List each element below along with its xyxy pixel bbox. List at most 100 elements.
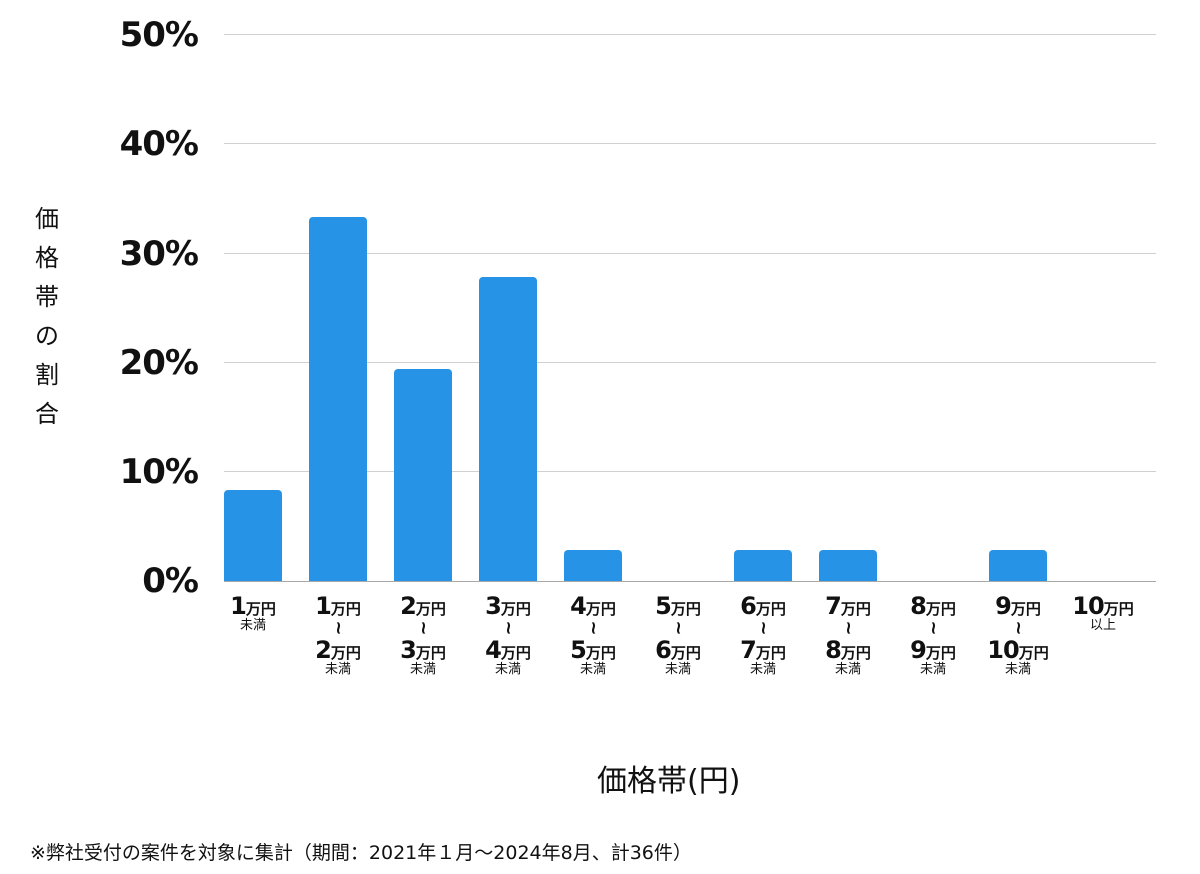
x-category-from: 9万円 <box>978 594 1058 618</box>
x-category-to: 2万円 <box>298 638 378 662</box>
x-category-unit: 万円 <box>840 644 871 662</box>
x-category-unit: 万円 <box>755 600 786 618</box>
x-category-suffix: 未満 <box>834 662 861 677</box>
y-tick-0: 0% <box>142 561 199 601</box>
x-category-unit: 万円 <box>585 644 616 662</box>
x-category-from: 2万円 <box>383 594 463 618</box>
x-category-from: 3万円 <box>468 594 548 618</box>
x-category-number: 2 <box>400 592 417 620</box>
x-category-number: 1 <box>230 592 247 620</box>
x-category-from: 8万円 <box>893 594 973 618</box>
y-axis-label-char: 合 <box>35 400 59 428</box>
x-category-label: 2万円 ~3万円 未満 <box>383 594 463 676</box>
x-category-label: 9万円 ~10万円 未満 <box>978 594 1058 676</box>
x-category-number: 3 <box>485 592 502 620</box>
range-tilde-icon: ~ <box>413 620 434 636</box>
x-category-number: 1 <box>315 592 332 620</box>
x-category-label: 1万円 ~2万円 未満 <box>298 594 378 676</box>
x-category-label: 4万円 ~5万円 未満 <box>553 594 633 676</box>
x-category-to: 6万円 <box>638 638 718 662</box>
x-axis-label: 価格帯(円) <box>597 764 741 799</box>
x-category-label: 6万円 ~7万円 未満 <box>723 594 803 676</box>
gridline-50 <box>224 34 1156 35</box>
x-category-suffix: 未満 <box>239 618 266 633</box>
bar <box>394 368 452 581</box>
x-category-unit: 万円 <box>670 600 701 618</box>
x-category-unit: 万円 <box>840 600 871 618</box>
x-category-label: 7万円 ~8万円 未満 <box>808 594 888 676</box>
range-tilde-icon: ~ <box>498 620 519 636</box>
y-axis-label-char: 格 <box>35 244 59 272</box>
x-category-unit: 万円 <box>330 644 361 662</box>
gridline-30 <box>224 253 1156 254</box>
x-category-unit: 万円 <box>1010 600 1041 618</box>
x-category-unit: 万円 <box>1103 600 1134 618</box>
x-category-suffix: 以上 <box>1089 618 1116 633</box>
x-category-unit: 万円 <box>415 644 446 662</box>
range-tilde-icon: ~ <box>923 620 944 636</box>
y-axis-label-char: の <box>35 322 59 350</box>
x-category-to: 3万円 <box>383 638 463 662</box>
x-category-unit: 万円 <box>925 644 956 662</box>
range-tilde-icon: ~ <box>328 620 349 636</box>
x-category-suffix: 未満 <box>919 662 946 677</box>
x-category-number: 6 <box>740 592 757 620</box>
range-tilde-icon: ~ <box>668 620 689 636</box>
range-tilde-icon: ~ <box>583 620 604 636</box>
x-category-unit: 万円 <box>330 600 361 618</box>
y-tick-30: 30% <box>119 234 199 274</box>
x-category-unit: 万円 <box>670 644 701 662</box>
gridline-10 <box>224 471 1156 472</box>
x-category-number: 6 <box>655 636 672 664</box>
y-axis-label-char: 価 <box>35 205 59 233</box>
x-category-suffix: 未満 <box>579 662 606 677</box>
y-axis-label: 価 格 帯 の 割 合 <box>30 200 64 434</box>
x-category-from: 7万円 <box>808 594 888 618</box>
y-tick-20: 20% <box>119 343 199 383</box>
gridline-40 <box>224 143 1156 144</box>
x-category-to: 10万円 <box>978 638 1058 662</box>
range-tilde-icon: ~ <box>838 620 859 636</box>
x-category-label: 8万円 ~9万円 未満 <box>893 594 973 676</box>
x-category-to: 9万円 <box>893 638 973 662</box>
y-tick-40: 40% <box>119 124 199 164</box>
bar <box>309 216 367 581</box>
y-tick-50: 50% <box>119 15 199 55</box>
y-tick-10: 10% <box>119 452 199 492</box>
bar <box>819 550 877 581</box>
x-category-unit: 万円 <box>755 644 786 662</box>
x-category-number: 8 <box>825 636 842 664</box>
x-category-label: 5万円 ~6万円 未満 <box>638 594 718 676</box>
x-category-to: 7万円 <box>723 638 803 662</box>
x-category-number: 10 <box>987 636 1019 664</box>
x-category-from: 1万円 <box>213 594 293 618</box>
x-category-to: 5万円 <box>553 638 633 662</box>
x-category-unit: 万円 <box>585 600 616 618</box>
x-category-suffix: 未満 <box>749 662 776 677</box>
x-category-number: 9 <box>995 592 1012 620</box>
x-category-unit: 万円 <box>1018 644 1049 662</box>
x-category-unit: 万円 <box>245 600 276 618</box>
x-category-from: 4万円 <box>553 594 633 618</box>
x-category-number: 7 <box>825 592 842 620</box>
x-category-unit: 万円 <box>925 600 956 618</box>
bar <box>224 490 282 581</box>
x-category-label: 1万円 未満 <box>213 594 293 632</box>
gridline-20 <box>224 362 1156 363</box>
bar <box>564 550 622 581</box>
x-category-number: 5 <box>570 636 587 664</box>
bar <box>734 550 792 581</box>
x-category-suffix: 未満 <box>409 662 436 677</box>
x-category-from: 5万円 <box>638 594 718 618</box>
x-category-number: 4 <box>570 592 587 620</box>
x-category-to: 8万円 <box>808 638 888 662</box>
x-category-number: 8 <box>910 592 927 620</box>
x-category-unit: 万円 <box>415 600 446 618</box>
x-category-unit: 万円 <box>500 644 531 662</box>
footnote: ※弊社受付の案件を対象に集計（期間：2021年１月〜2024年8月、計36件） <box>30 842 692 864</box>
x-category-suffix: 未満 <box>324 662 351 677</box>
x-category-number: 2 <box>315 636 332 664</box>
bar <box>479 276 537 581</box>
x-category-from: 1万円 <box>298 594 378 618</box>
y-axis-label-char: 割 <box>35 361 59 389</box>
